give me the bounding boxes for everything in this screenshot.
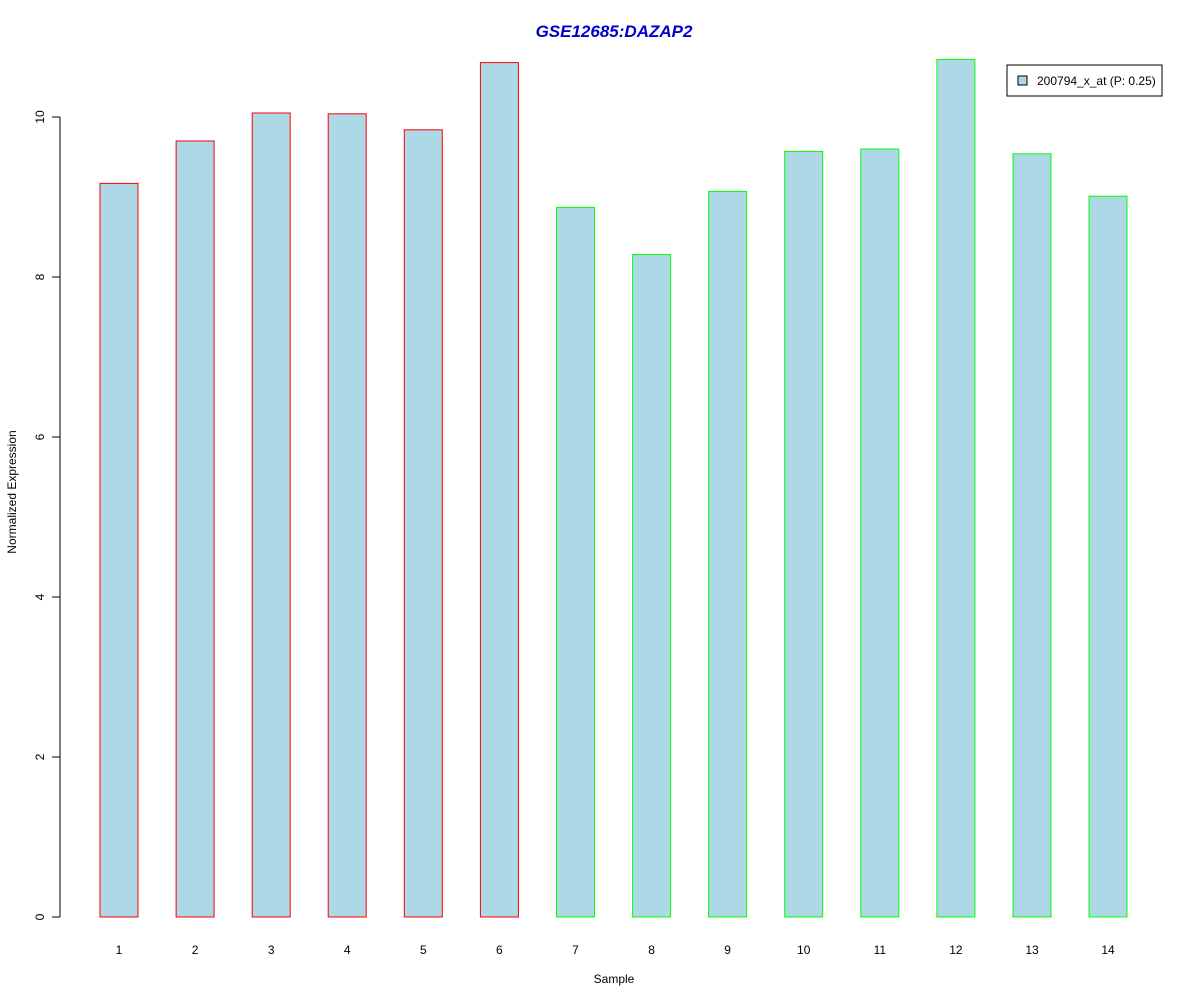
x-tick-label: 2	[192, 943, 199, 957]
y-tick-label: 6	[33, 433, 47, 440]
y-tick-label: 4	[33, 593, 47, 600]
y-axis: 0 2 4 6 8 10	[33, 110, 60, 920]
bar	[632, 254, 672, 918]
x-tick-label: 10	[797, 943, 811, 957]
y-tick-label: 10	[33, 110, 47, 124]
legend-box	[1006, 64, 1163, 97]
legend-swatch	[1017, 75, 1028, 86]
bar	[479, 62, 519, 918]
y-tick-label: 8	[33, 273, 47, 280]
bar	[708, 190, 748, 918]
bar	[784, 150, 824, 918]
x-tick-label: 6	[496, 943, 503, 957]
bar-series	[99, 58, 1128, 918]
x-tick-label: 1	[116, 943, 123, 957]
legend: 200794_x_at (P: 0.25)	[1006, 64, 1163, 97]
bar	[1012, 153, 1052, 918]
x-tick-label: 11	[874, 943, 887, 957]
bar	[327, 113, 367, 918]
x-tick-label: 12	[949, 943, 963, 957]
x-tick-label: 9	[724, 943, 731, 957]
y-axis-label: Normalized Expression	[5, 430, 19, 553]
y-tick-label: 2	[33, 753, 47, 760]
bar	[556, 206, 595, 918]
x-tick-label: 3	[268, 943, 275, 957]
bar	[99, 182, 139, 918]
x-tick-label: 4	[344, 943, 351, 957]
x-tick-label: 14	[1101, 943, 1115, 957]
bar	[403, 129, 443, 918]
y-tick-label: 0	[33, 913, 47, 920]
x-tick-label: 8	[648, 943, 655, 957]
x-axis-labels: 1 2 3 4 5 6 7 8 9 10 11 12 13 14	[116, 943, 1115, 957]
bar	[936, 58, 976, 918]
legend-label: 200794_x_at (P: 0.25)	[1037, 74, 1156, 88]
x-tick-label: 13	[1025, 943, 1039, 957]
bar	[860, 148, 900, 918]
chart-title: GSE12685:DAZAP2	[536, 22, 693, 41]
bar	[1088, 195, 1128, 918]
bar	[175, 140, 215, 918]
x-tick-label: 7	[572, 943, 579, 957]
x-axis-label: Sample	[594, 972, 635, 986]
bar	[251, 112, 291, 918]
x-tick-label: 5	[420, 943, 427, 957]
